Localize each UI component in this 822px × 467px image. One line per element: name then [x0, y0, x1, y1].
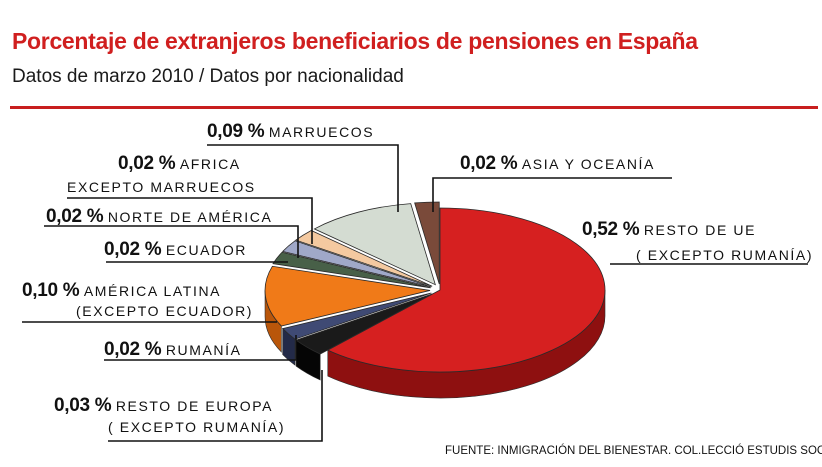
label-pct: 0,02 %	[46, 206, 104, 227]
label-pct: 0,02 %	[104, 239, 162, 260]
pie-slice-ecuador	[272, 251, 431, 289]
label-pct: 0,09 %	[207, 121, 265, 142]
pie-slice-marruecos	[313, 203, 436, 286]
page-title: Porcentaje de extranjeros beneficiarios …	[12, 28, 698, 54]
pie-slice-rumania	[281, 292, 432, 340]
pie-slice-asia_oceania	[414, 201, 440, 285]
label-america-latina: 0,10 % AMÉRICA LATINA	[22, 281, 221, 300]
label-name: RESTO DE UE	[643, 222, 757, 238]
pie-slice-norte_america	[281, 240, 432, 288]
label-name: NORTE DE AMÉRICA	[107, 209, 273, 225]
title-divider	[10, 106, 818, 109]
label-pct: 0,03 %	[54, 395, 112, 416]
label-resto-europa: 0,03 % RESTO DE EUROPA	[54, 396, 273, 415]
label-america-latina-line2: (EXCEPTO ECUADOR)	[76, 303, 254, 319]
pie-slices	[264, 201, 606, 373]
label-name: RESTO DE EUROPA	[115, 398, 274, 414]
label-rumania: 0,02 % RUMANÍA	[104, 340, 242, 359]
leader-line-resto_europa	[108, 370, 323, 442]
label-name: RUMANÍA	[165, 342, 242, 358]
callout-leader-lines	[22, 144, 808, 442]
label-pct: 0,52 %	[582, 219, 640, 240]
label-name: ECUADOR	[165, 242, 248, 258]
leader-line-asia_oceania	[432, 177, 672, 212]
label-resto-ue-line2: ( EXCEPTO RUMANÍA)	[636, 247, 814, 263]
label-marruecos: 0,09 % MARRUECOS	[207, 122, 374, 141]
leader-line-marruecos	[207, 144, 399, 212]
label-pct: 0,02 %	[104, 339, 162, 360]
label-norte-america: 0,02 % NORTE DE AMÉRICA	[46, 207, 272, 226]
leader-line-africa	[67, 197, 313, 244]
label-pct: 0,10 %	[22, 280, 80, 301]
leader-line-norte_america	[44, 225, 299, 258]
label-resto-europa-line2: ( EXCEPTO RUMANÍA)	[108, 419, 286, 435]
pie-slice-resto_ue	[326, 207, 606, 373]
label-name: AFRICA	[179, 156, 241, 172]
label-pct: 0,02 %	[118, 153, 176, 174]
label-name: ASIA Y OCEANÍA	[521, 156, 655, 172]
label-resto-ue: 0,52 % RESTO DE UE	[582, 220, 756, 239]
label-asia-oceania: 0,02 % ASIA Y OCEANÍA	[460, 154, 655, 173]
pie-slice-america_latina	[264, 265, 431, 327]
page-subtitle: Datos de marzo 2010 / Datos por nacional…	[12, 66, 404, 87]
label-name: MARRUECOS	[268, 124, 375, 140]
source-note: FUENTE: INMIGRACIÓN DEL BIENESTAR. COL.L…	[445, 445, 822, 457]
label-ecuador: 0,02 % ECUADOR	[104, 240, 247, 259]
label-name: AMÉRICA LATINA	[83, 283, 222, 299]
label-africa-line2: EXCEPTO MARRUECOS	[67, 179, 256, 195]
label-pct: 0,02 %	[460, 153, 518, 174]
leader-line-rumania	[104, 335, 297, 361]
label-africa: 0,02 % AFRICA	[118, 154, 241, 173]
